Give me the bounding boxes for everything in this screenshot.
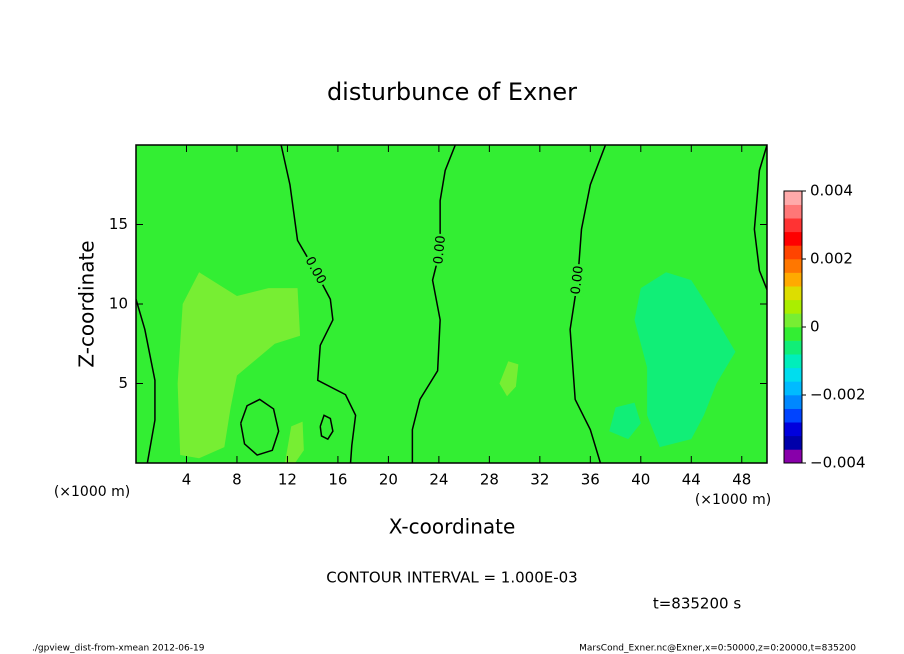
plot-area: 0.000.000.00 — [136, 145, 767, 463]
chart-title: disturbunce of Exner — [327, 78, 577, 106]
colorbar-segment — [784, 435, 802, 450]
colorbar-segment — [784, 354, 802, 369]
contour-line — [753, 145, 767, 290]
footer-right: MarsCond_Exner.nc@Exner,x=0:50000,z=0:20… — [579, 644, 856, 654]
colorbar-segment — [784, 245, 802, 260]
y-tick-label: 15 — [109, 215, 128, 233]
colorbar-tick-label: 0.002 — [810, 250, 853, 268]
y-tick-label: 5 — [118, 374, 128, 392]
colorbar-segment — [784, 449, 802, 464]
shaded-region — [634, 272, 736, 448]
colorbar-segment — [784, 231, 802, 246]
contour-line — [411, 145, 456, 463]
colorbar-segment — [784, 340, 802, 355]
colorbar-tick-label: 0 — [810, 318, 820, 336]
contour-label-bg — [431, 233, 449, 267]
x-tick-label: 40 — [631, 471, 650, 489]
x-tick-label: 12 — [278, 471, 297, 489]
x-tick-label: 44 — [682, 471, 701, 489]
colorbar-segment — [784, 218, 802, 233]
colorbar-segment — [784, 259, 802, 273]
contour-line — [136, 299, 156, 463]
colorbar-segment — [784, 286, 802, 301]
colorbar-tick-label: 0.004 — [810, 182, 853, 200]
colorbar-segment — [784, 272, 802, 287]
colorbar-segment — [784, 381, 802, 396]
x-tick-label: 4 — [182, 471, 192, 489]
x-tick-label: 8 — [232, 471, 242, 489]
contour-line — [319, 414, 334, 441]
x-tick-label: 24 — [429, 471, 448, 489]
shaded-region — [609, 402, 641, 440]
time-label: t=835200 s — [653, 595, 741, 613]
colorbar-segment — [784, 313, 802, 328]
contour-line — [569, 145, 607, 463]
x-tick-label: 48 — [732, 471, 751, 489]
annotation: CONTOUR INTERVAL = 1.000E-03 — [326, 569, 577, 587]
x-unit-label: (×1000 m) — [695, 492, 771, 508]
colorbar-segment — [784, 367, 802, 382]
colorbar-segment — [784, 422, 802, 437]
y-unit-label: (×1000 m) — [54, 484, 130, 500]
colorbar-segment — [784, 299, 802, 314]
x-tick-label: 32 — [530, 471, 549, 489]
colorbar-segment — [784, 191, 802, 205]
contour-line — [280, 145, 357, 463]
colorbar-segment — [784, 327, 802, 341]
y-axis-label: Z-coordinate — [75, 240, 99, 367]
colorbar-segment — [784, 408, 802, 423]
x-tick-label: 16 — [328, 471, 347, 489]
colorbar-tick-label: −0.002 — [810, 386, 866, 404]
contour-label-bg — [301, 253, 330, 288]
x-axis-label: X-coordinate — [389, 515, 516, 539]
shaded-region — [499, 361, 519, 397]
x-tick-label: 36 — [581, 471, 600, 489]
contour-label-bg — [568, 263, 587, 297]
shaded-region — [284, 421, 304, 463]
contour-line — [240, 398, 280, 456]
contour-label: 0.00 — [569, 265, 587, 295]
colorbar-tick-label: −0.004 — [810, 454, 866, 472]
shaded-region — [177, 272, 301, 459]
x-tick-label: 20 — [379, 471, 398, 489]
colorbar-segment — [784, 204, 802, 219]
x-tick-label: 28 — [480, 471, 499, 489]
contour-label: 0.00 — [431, 235, 449, 265]
colorbar-segment — [784, 395, 802, 409]
footer-left: ./gpview_dist-from-xmean 2012-06-19 — [32, 644, 205, 654]
y-tick-label: 10 — [109, 295, 128, 313]
